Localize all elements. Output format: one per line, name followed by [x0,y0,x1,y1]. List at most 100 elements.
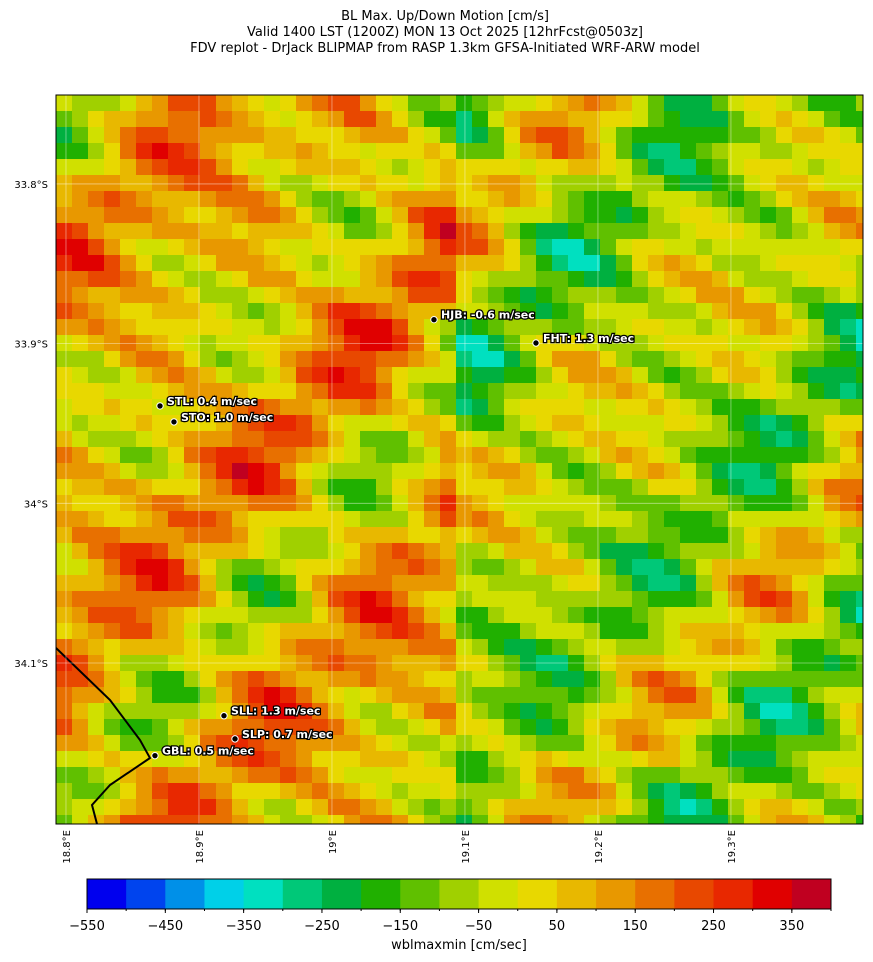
raster-cell [392,607,408,623]
raster-cell [280,223,296,239]
raster-cell [792,383,808,399]
raster-cell [712,159,728,175]
raster-cell [760,751,776,767]
raster-cell [328,319,344,335]
raster-cell [264,815,280,824]
raster-cell [760,671,776,687]
raster-cell [456,175,472,191]
raster-cell [424,383,440,399]
raster-cell [88,175,104,191]
raster-cell [808,447,824,463]
raster-cell [536,559,552,575]
raster-cell [104,639,120,655]
raster-cell [744,527,760,543]
raster-cell [248,671,264,687]
raster-cell [296,783,312,799]
raster-cell [136,511,152,527]
raster-cell [408,287,424,303]
raster-cell [696,463,712,479]
raster-cell [488,623,504,639]
raster-cell [296,319,312,335]
raster-cell [136,447,152,463]
raster-cell [504,767,520,783]
raster-cell [216,111,232,127]
raster-cell [408,687,424,703]
raster-cell [488,207,504,223]
raster-cell [296,175,312,191]
raster-cell [296,719,312,735]
raster-cell [104,543,120,559]
raster-cell [184,703,200,719]
raster-cell [808,767,824,783]
colorbar-segment [400,879,440,909]
raster-cell [440,367,456,383]
raster-cell [728,415,744,431]
raster-cell [312,303,328,319]
raster-cell [56,447,72,463]
raster-cell [584,383,600,399]
raster-cell [712,303,728,319]
raster-cell [488,191,504,207]
raster-cell [264,575,280,591]
raster-cell [648,767,664,783]
raster-cell [344,543,360,559]
raster-cell [216,815,232,824]
raster-cell [760,703,776,719]
raster-cell [568,815,584,824]
raster-cell [840,95,856,111]
raster-cell [296,767,312,783]
raster-cell [488,431,504,447]
raster-cell [648,687,664,703]
raster-cell [584,191,600,207]
lon-tick-label: 19°E [328,830,339,854]
station-label: GBL: 0.5 m/sec [162,745,254,758]
colorbar-label: wblmaxmin [cm/sec] [391,938,527,953]
raster-cell [344,367,360,383]
raster-cell [168,751,184,767]
raster-cell [584,127,600,143]
raster-cell [376,607,392,623]
raster-cell [568,543,584,559]
raster-cell [168,207,184,223]
raster-cell [136,303,152,319]
raster-cell [88,639,104,655]
raster-cell [792,239,808,255]
raster-cell [184,351,200,367]
colorbar-segment [126,879,166,909]
raster-cell [440,319,456,335]
raster-cell [728,399,744,415]
raster-cell [72,703,88,719]
raster-cell [296,367,312,383]
raster-cell [376,719,392,735]
raster-cell [408,319,424,335]
raster-cell [184,271,200,287]
colorbar-segment [165,879,205,909]
raster-cell [312,239,328,255]
raster-cell [664,527,680,543]
raster-cell [440,511,456,527]
raster-cell [856,111,863,127]
raster-cell [424,719,440,735]
raster-cell [600,223,616,239]
raster-cell [440,207,456,223]
raster-cell [856,783,863,799]
raster-cell [56,431,72,447]
raster-cell [456,271,472,287]
raster-cell [136,815,152,824]
raster-cell [456,671,472,687]
raster-cell [200,239,216,255]
raster-cell [392,335,408,351]
raster-cell [728,143,744,159]
raster-cell [472,799,488,815]
colorbar-tick-label: −450 [147,919,183,934]
raster-cell [328,767,344,783]
raster-cell [712,127,728,143]
raster-cell [168,319,184,335]
raster-cell [360,383,376,399]
raster-cell [456,639,472,655]
raster-cell [536,223,552,239]
raster-cell [72,607,88,623]
raster-cell [88,367,104,383]
raster-cell [760,479,776,495]
raster-cell [504,207,520,223]
